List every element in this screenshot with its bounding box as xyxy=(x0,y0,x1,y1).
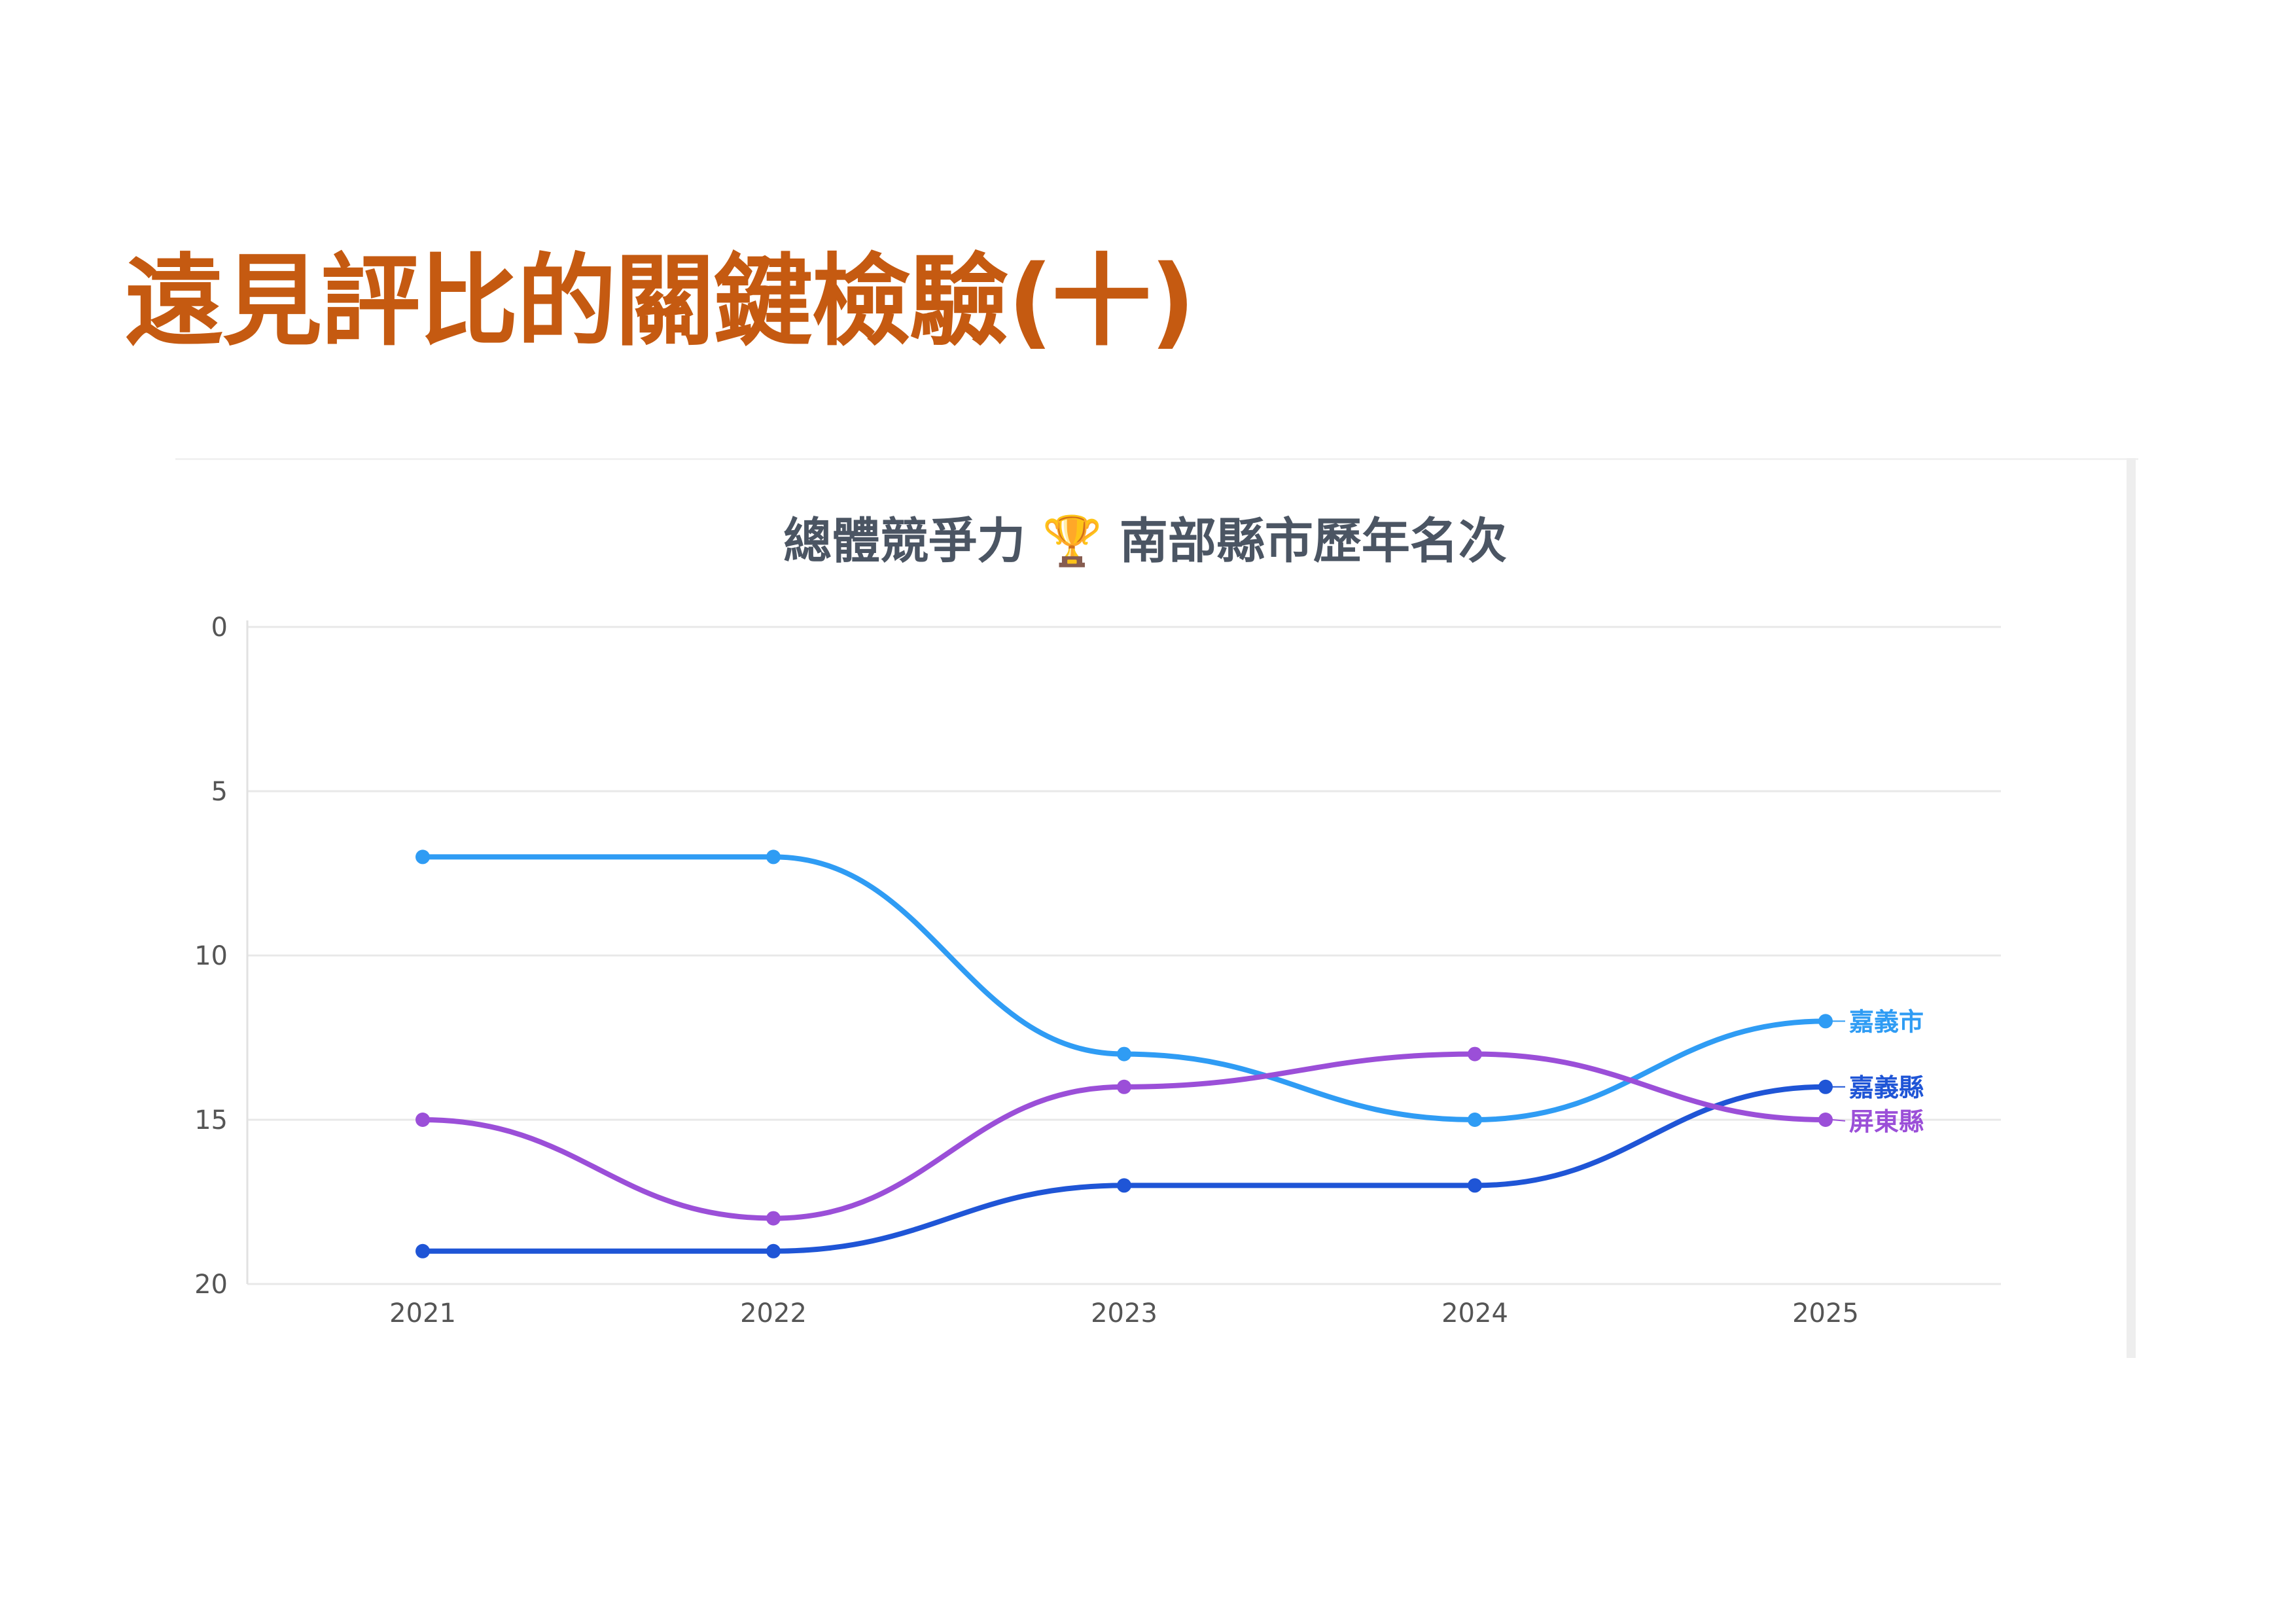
card-scrollbar[interactable] xyxy=(2127,458,2136,1358)
data-point[interactable] xyxy=(1818,1113,1833,1127)
data-point[interactable] xyxy=(766,849,781,865)
chart-card xyxy=(175,458,2138,1360)
data-point[interactable] xyxy=(415,849,430,865)
chart-title: 總體競爭力 🏆 南部縣市歷年名次 xyxy=(783,513,1507,569)
data-point[interactable] xyxy=(415,1243,430,1258)
data-point[interactable] xyxy=(1117,1079,1131,1094)
data-point[interactable] xyxy=(1117,1178,1131,1193)
series-label: 屏東縣 xyxy=(1849,1107,1924,1136)
series-label: 嘉義縣 xyxy=(1849,1073,1924,1102)
grid-layer xyxy=(247,626,2001,1285)
series-line xyxy=(420,1084,1828,1254)
data-point[interactable] xyxy=(1468,1113,1482,1127)
y-tick-label: 15 xyxy=(194,1105,228,1135)
slide-title: 遠見評比的關鍵檢驗(十) xyxy=(124,243,1195,359)
y-tick-label: 10 xyxy=(194,941,228,971)
data-point[interactable] xyxy=(766,1211,781,1226)
x-tick-label: 2021 xyxy=(389,1298,456,1329)
label-connector xyxy=(1831,1119,1846,1122)
data-point[interactable] xyxy=(1468,1046,1482,1061)
y-tick-label: 0 xyxy=(211,613,228,643)
point-layer xyxy=(415,849,1833,1258)
axis-layer: 0 5 10 15 20 2021 2022 2023 2024 2025 xyxy=(194,613,1859,1329)
x-tick-label: 2025 xyxy=(1792,1298,1859,1329)
x-tick-label: 2024 xyxy=(1441,1298,1508,1329)
data-point[interactable] xyxy=(415,1113,430,1127)
series-line xyxy=(420,1051,1828,1221)
data-point[interactable] xyxy=(1468,1178,1482,1193)
data-point[interactable] xyxy=(1818,1014,1833,1029)
series-label: 嘉義市 xyxy=(1849,1007,1924,1036)
y-tick-label: 5 xyxy=(211,777,228,807)
x-tick-label: 2022 xyxy=(740,1298,807,1329)
data-point[interactable] xyxy=(1818,1079,1833,1094)
y-tick-label: 20 xyxy=(194,1270,228,1300)
data-point[interactable] xyxy=(1117,1046,1131,1061)
x-tick-label: 2023 xyxy=(1091,1298,1157,1329)
data-point[interactable] xyxy=(766,1243,781,1258)
